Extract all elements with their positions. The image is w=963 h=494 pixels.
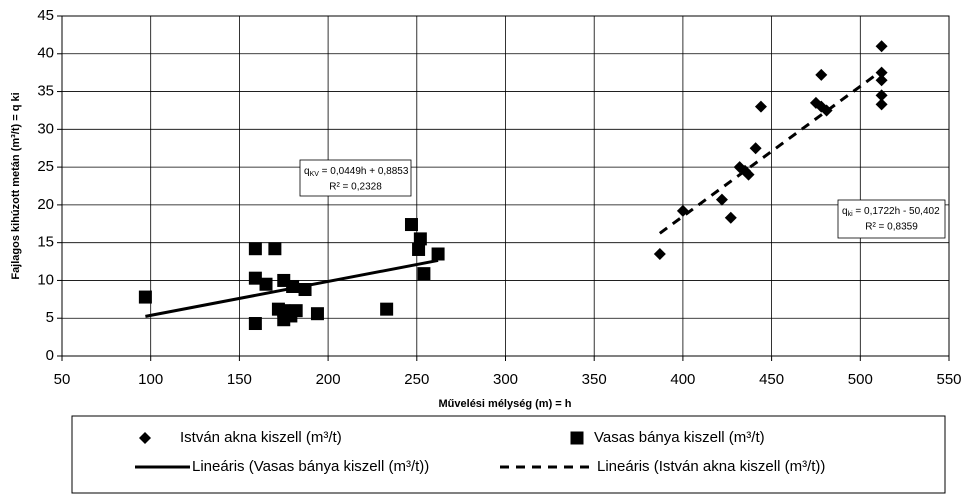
- y-tick-label: 30: [37, 120, 54, 137]
- square-point: [404, 218, 418, 232]
- x-tick-label: 50: [54, 371, 71, 388]
- square-point: [431, 247, 445, 261]
- legend-box: [71, 415, 946, 494]
- annotation-equation: qKV = 0,0449h + 0,8853: [304, 166, 409, 178]
- diamond-point: [742, 168, 755, 181]
- square-point: [259, 277, 273, 291]
- annotation-box: [299, 159, 412, 197]
- y-tick-label: 10: [37, 271, 54, 288]
- annotation-box: [837, 199, 946, 239]
- y-tick-label: 20: [37, 196, 54, 213]
- x-tick-label: 450: [759, 371, 784, 388]
- diamond-point: [724, 211, 737, 224]
- diamond-point: [676, 204, 689, 217]
- x-tick-label: 550: [936, 371, 961, 388]
- y-axis-label: Fajlagos kihúzott metán (m³/t) = q ki: [10, 92, 22, 279]
- plot-frame: [61, 15, 950, 357]
- square-point: [570, 431, 584, 445]
- diamond-point: [875, 74, 888, 87]
- x-tick-label: 250: [404, 371, 429, 388]
- diamond-point: [139, 432, 151, 444]
- y-tick-label: 5: [46, 309, 54, 326]
- y-tick-label: 35: [37, 83, 54, 100]
- square-point: [298, 283, 312, 297]
- y-tick-label: 40: [37, 45, 54, 62]
- x-tick-label: 100: [138, 371, 163, 388]
- legend-label: Vasas bánya kiszell (m³/t): [594, 429, 765, 446]
- annotation-sub: ki: [848, 211, 854, 218]
- y-tick-label: 0: [46, 347, 54, 364]
- annotation-q: q: [842, 206, 848, 217]
- y-tick-label: 25: [37, 158, 54, 175]
- x-tick-label: 200: [316, 371, 341, 388]
- x-tick-label: 400: [670, 371, 695, 388]
- square-point: [380, 302, 394, 316]
- annotation-r2: R² = 0,8359: [865, 222, 918, 233]
- diamond-point: [754, 100, 767, 113]
- diamond-point: [653, 248, 666, 260]
- x-tick-label: 300: [493, 371, 518, 388]
- square-point: [268, 242, 282, 256]
- y-tick-label: 45: [37, 7, 54, 24]
- annotation-equation: qki = 0,1722h - 50,402: [842, 206, 940, 218]
- legend-label: Lineáris (István akna kiszell (m³/t)): [597, 458, 825, 475]
- trendline: [658, 69, 883, 235]
- diamond-point: [875, 66, 888, 79]
- annotation-q: q: [304, 166, 310, 177]
- square-point: [248, 317, 262, 331]
- square-point: [310, 307, 324, 321]
- square-point: [286, 279, 300, 293]
- square-point: [289, 304, 303, 318]
- annotation-sub: KV: [310, 171, 320, 178]
- square-point: [248, 271, 262, 285]
- legend-label: István akna kiszell (m³/t): [180, 429, 342, 446]
- diamond-point: [875, 98, 888, 111]
- annotation-eq: = 0,1722h - 50,402: [853, 206, 940, 217]
- y-tick-label: 15: [37, 234, 54, 251]
- annotation-r2: R² = 0,2328: [329, 182, 382, 193]
- square-point: [248, 242, 262, 256]
- diamond-point: [875, 89, 888, 102]
- x-tick-label: 500: [848, 371, 873, 388]
- annotation-eq: = 0,0449h + 0,8853: [319, 166, 409, 177]
- square-point: [413, 232, 427, 246]
- diamond-point: [815, 68, 828, 81]
- square-point: [412, 242, 426, 256]
- diamond-point: [875, 40, 888, 53]
- x-tick-label: 350: [582, 371, 607, 388]
- legend-label: Lineáris (Vasas bánya kiszell (m³/t)): [192, 458, 429, 475]
- diamond-point: [715, 193, 728, 206]
- diamond-point: [749, 142, 762, 155]
- x-axis-label: Művelési mélység (m) = h: [439, 398, 572, 410]
- square-point: [138, 290, 152, 304]
- x-tick-label: 150: [227, 371, 252, 388]
- diamond-point: [820, 104, 833, 117]
- square-point: [417, 267, 431, 281]
